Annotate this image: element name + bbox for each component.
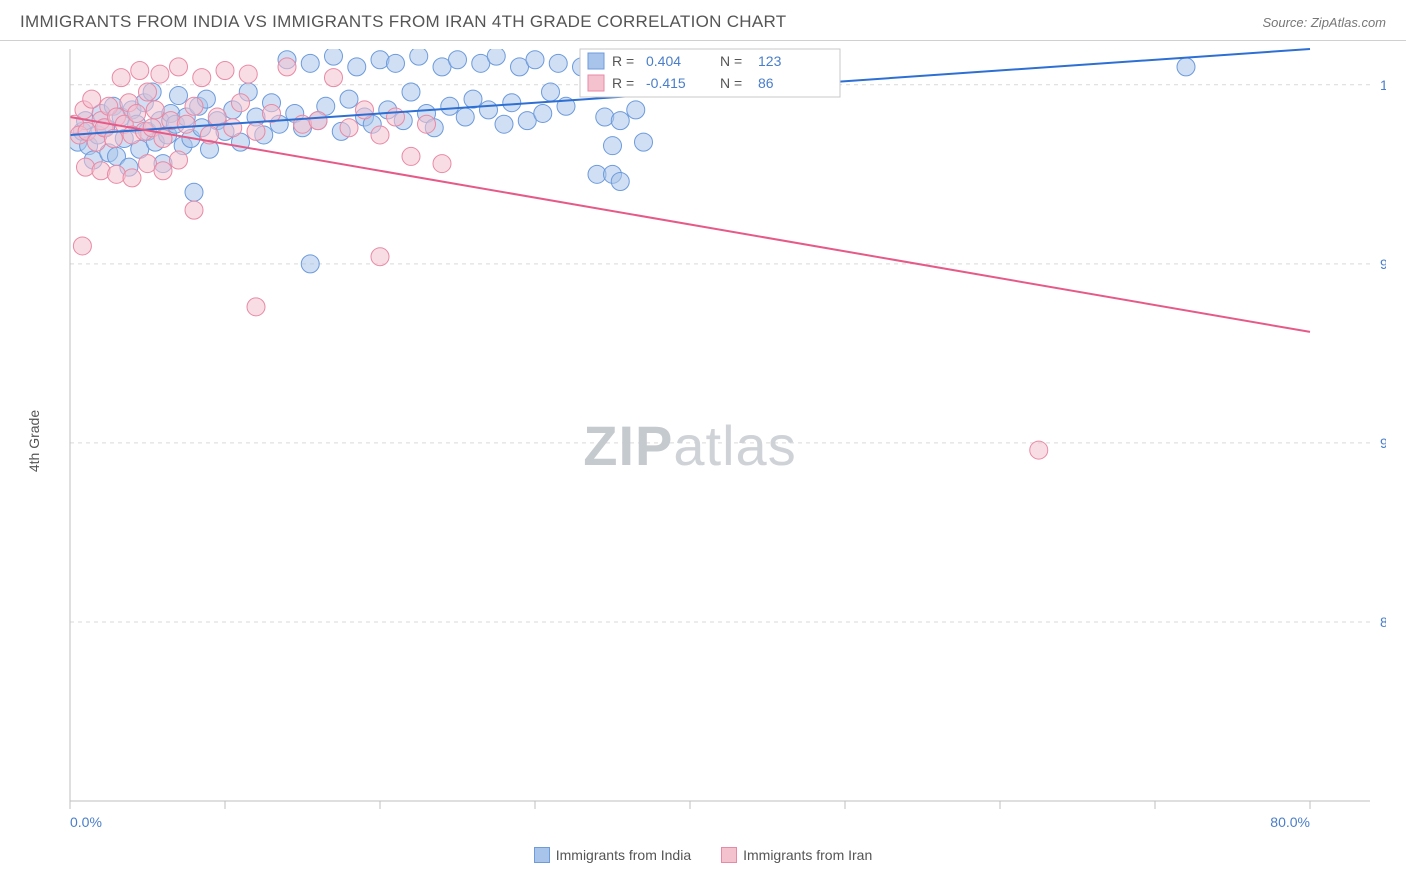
data-point (247, 122, 265, 140)
data-point (1177, 58, 1195, 76)
data-point (232, 94, 250, 112)
data-point (441, 97, 459, 115)
data-point (371, 248, 389, 266)
data-point (177, 115, 195, 133)
x-tick-label: 0.0% (70, 814, 102, 830)
stat-n-value: 86 (758, 75, 774, 91)
data-point (402, 147, 420, 165)
legend-swatch (534, 847, 550, 863)
data-point (131, 61, 149, 79)
data-point (112, 69, 130, 87)
data-point (123, 169, 141, 187)
data-point (185, 183, 203, 201)
data-point (151, 65, 169, 83)
y-tick-label: 85.0% (1380, 614, 1386, 630)
data-point (340, 90, 358, 108)
data-point (456, 108, 474, 126)
y-tick-label: 100.0% (1380, 77, 1386, 93)
legend-swatch (721, 847, 737, 863)
chart-title: IMMIGRANTS FROM INDIA VS IMMIGRANTS FROM… (20, 12, 786, 32)
data-point (73, 237, 91, 255)
data-point (356, 101, 374, 119)
stat-swatch (588, 53, 604, 69)
data-point (185, 201, 203, 219)
data-point (92, 162, 110, 180)
data-point (1030, 441, 1048, 459)
y-tick-label: 90.0% (1380, 435, 1386, 451)
data-point (387, 108, 405, 126)
data-point (278, 58, 296, 76)
data-point (348, 58, 366, 76)
data-point (410, 47, 428, 65)
legend-label: Immigrants from Iran (743, 847, 872, 863)
data-point (301, 54, 319, 72)
y-axis-label: 4th Grade (26, 410, 42, 472)
stat-n-label: N = (720, 53, 742, 69)
chart-container: 4th Grade 85.0% 90.0% 95.0% 100.0% ZIPatlas 0… (20, 41, 1386, 841)
data-point (146, 101, 164, 119)
data-point (309, 112, 327, 130)
data-point (611, 172, 629, 190)
data-point (611, 112, 629, 130)
stat-n-value: 123 (758, 53, 782, 69)
scatter-points (66, 47, 1195, 459)
data-point (170, 58, 188, 76)
data-point (154, 162, 172, 180)
data-point (627, 101, 645, 119)
data-point (325, 69, 343, 87)
data-point (464, 90, 482, 108)
stat-swatch (588, 75, 604, 91)
data-point (185, 97, 203, 115)
legend-label: Immigrants from India (556, 847, 691, 863)
stat-n-label: N = (720, 75, 742, 91)
data-point (418, 115, 436, 133)
data-point (487, 47, 505, 65)
data-point (503, 94, 521, 112)
scatter-chart: 85.0% 90.0% 95.0% 100.0% ZIPatlas 0.0% 80.0% R … (20, 41, 1386, 841)
data-point (77, 158, 95, 176)
data-point (193, 69, 211, 87)
data-point (449, 51, 467, 69)
data-point (170, 151, 188, 169)
data-point (325, 47, 343, 65)
data-point (371, 126, 389, 144)
data-point (604, 137, 622, 155)
data-point (542, 83, 560, 101)
data-point (596, 108, 614, 126)
chart-header: IMMIGRANTS FROM INDIA VS IMMIGRANTS FROM… (0, 0, 1406, 41)
data-point (402, 83, 420, 101)
data-point (83, 90, 101, 108)
data-point (247, 298, 265, 316)
data-point (433, 155, 451, 173)
data-point (170, 87, 188, 105)
x-tick-label: 80.0% (1270, 814, 1310, 830)
stat-r-label: R = (612, 53, 634, 69)
data-point (301, 255, 319, 273)
y-tick-label: 95.0% (1380, 256, 1386, 272)
data-point (480, 101, 498, 119)
data-point (635, 133, 653, 151)
data-point (534, 104, 552, 122)
data-point (495, 115, 513, 133)
stat-r-value: -0.415 (646, 75, 686, 91)
data-point (526, 51, 544, 69)
data-point (139, 83, 157, 101)
data-point (340, 119, 358, 137)
stat-r-label: R = (612, 75, 634, 91)
legend-item: Immigrants from Iran (721, 847, 872, 863)
data-point (371, 51, 389, 69)
stat-r-value: 0.404 (646, 53, 681, 69)
data-point (387, 54, 405, 72)
chart-source: Source: ZipAtlas.com (1262, 15, 1386, 30)
data-point (216, 61, 234, 79)
data-point (108, 165, 126, 183)
data-point (224, 119, 242, 137)
legend-bottom: Immigrants from India Immigrants from Ira… (0, 847, 1406, 863)
watermark: ZIPatlas (583, 414, 796, 477)
legend-item: Immigrants from India (534, 847, 691, 863)
data-point (549, 54, 567, 72)
data-point (128, 104, 146, 122)
data-point (239, 65, 257, 83)
